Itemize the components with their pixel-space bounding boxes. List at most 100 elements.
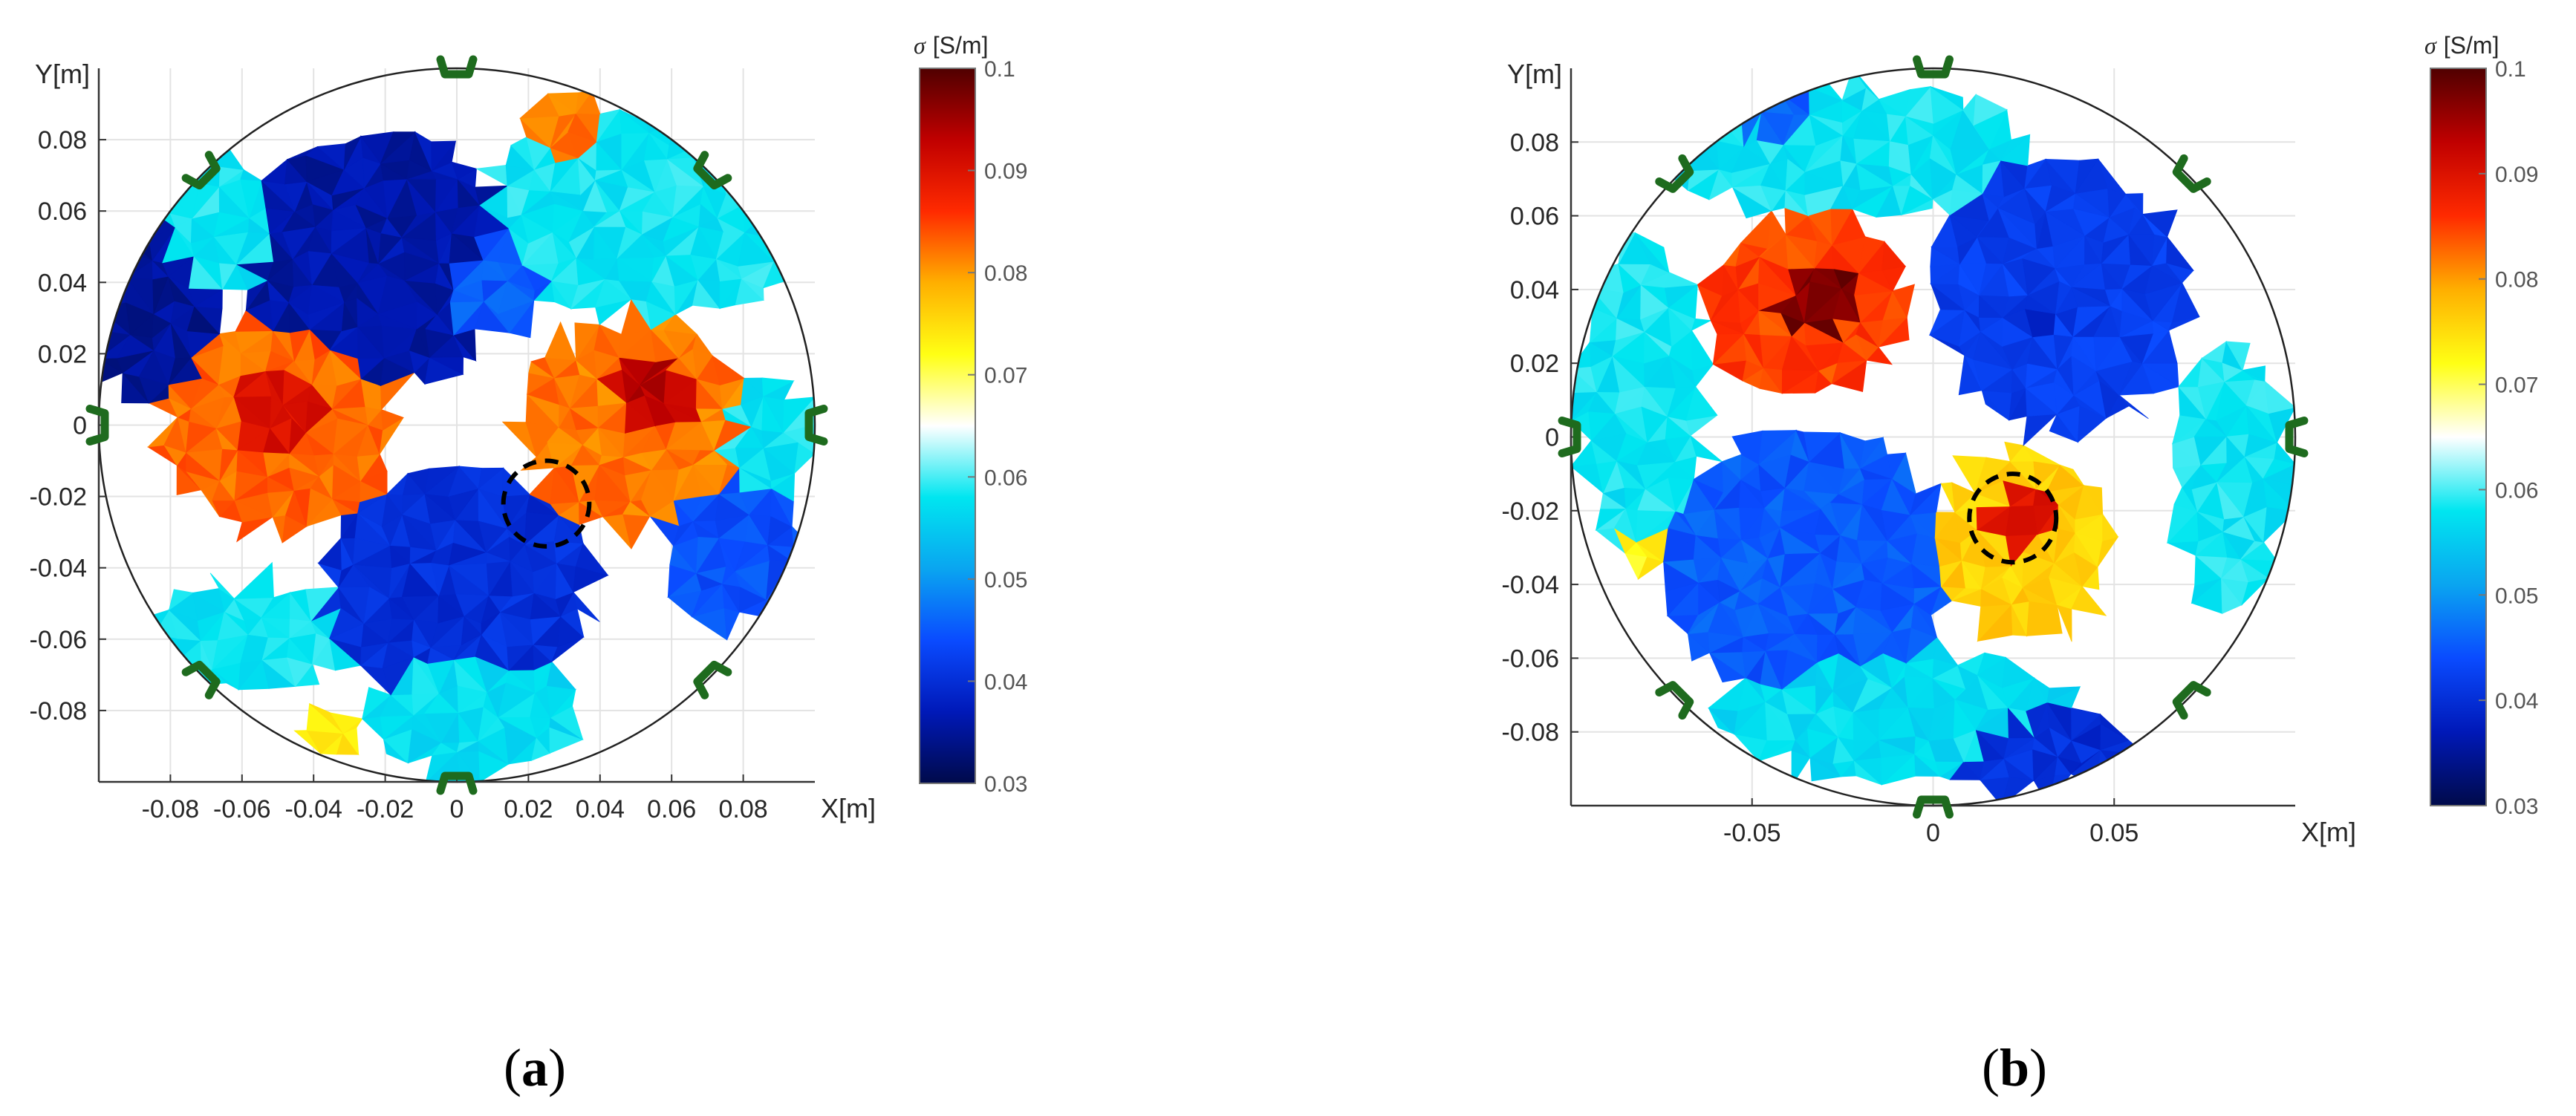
y-tick-label: 0.08 (1510, 128, 1559, 157)
mesh-element (2264, 380, 2295, 414)
electrode (1913, 795, 1954, 819)
mesh-element (2046, 686, 2081, 703)
mesh-element (1690, 434, 1723, 463)
mesh-element (1977, 652, 2007, 676)
mesh-element (209, 572, 235, 599)
mesh-element (1758, 430, 1798, 466)
electrode (181, 660, 221, 699)
mesh-element (1905, 86, 1931, 117)
colorbar-tick-label: 0.08 (984, 261, 1027, 286)
mesh-element (1767, 209, 1786, 249)
mesh-element (1685, 385, 1718, 421)
mesh-element (761, 377, 795, 397)
mesh-element (1697, 120, 1723, 143)
y-tick-label: 0.02 (38, 340, 87, 368)
x-tick-label: -0.04 (284, 795, 342, 823)
y-tick-label: -0.08 (30, 697, 88, 725)
electrode (1913, 55, 1954, 79)
colorbar-tick-label: 0.04 (984, 670, 1027, 694)
y-tick-label: -0.06 (1502, 645, 1560, 673)
y-tick-label: 0.04 (1510, 276, 1559, 304)
panel-b: -0.05 0 0.05 0.08 0.06 0.04 0.02 0 -0.02 -0.04 -0.… (1502, 55, 2356, 847)
mesh-element (2000, 134, 2030, 161)
mesh-element (362, 687, 391, 720)
x-tick-label: -0.06 (213, 795, 271, 823)
mesh-element (168, 589, 194, 611)
mesh-element (741, 202, 776, 233)
mesh-element (343, 135, 362, 170)
colorbar-gradient (919, 68, 976, 784)
electrode (1655, 681, 1694, 720)
x-tick-label: 0 (450, 795, 464, 823)
mesh-element (2083, 485, 2104, 515)
mesh-element (361, 716, 384, 740)
colorbar-tick-label: 0.06 (2495, 478, 2538, 503)
mesh-element (261, 158, 288, 185)
mesh-element (1951, 482, 1976, 513)
mesh-element (723, 607, 740, 640)
y-tick-label: -0.04 (30, 555, 88, 583)
x-tick-label: -0.02 (357, 795, 414, 823)
mesh-element (2071, 707, 2101, 741)
y-tick-label: -0.04 (1502, 571, 1560, 599)
y-tick-label: 0.06 (1510, 203, 1559, 231)
mesh-element (741, 195, 775, 206)
colorbar-a: 0.1 0.09 0.08 0.07 0.06 0.05 0.04 0.03 σ [S/m] (914, 32, 1027, 797)
mesh-element (451, 161, 478, 180)
mesh-element (330, 712, 363, 734)
mesh-element (501, 467, 531, 497)
y-tick-label: -0.08 (1502, 719, 1560, 747)
inclusion-marker (1967, 471, 2059, 565)
mesh-element (1803, 431, 1841, 463)
mesh-element (575, 542, 609, 576)
mesh-element (1909, 483, 1942, 516)
colorbar-tick-label: 0.03 (2495, 794, 2538, 819)
mesh-element (1696, 120, 1722, 143)
colorbar-tick-label: 0.1 (2495, 57, 2526, 82)
colorbar-gradient (2430, 68, 2487, 806)
colorbar-title-symbol: σ (914, 32, 926, 59)
colorbar-tick-label: 0.09 (984, 160, 1027, 184)
electrode (693, 151, 732, 190)
colorbar-tick-label: 0.06 (984, 466, 1027, 490)
mesh-element (381, 409, 405, 431)
colorbar-b: 0.1 0.09 0.08 0.07 0.06 0.05 0.04 0.03 σ [S/m] (2424, 32, 2538, 819)
mesh-element (2004, 441, 2024, 463)
mesh-element (1858, 236, 1885, 275)
mesh-element (2166, 235, 2195, 271)
colorbar-tick-label: 0.09 (2495, 163, 2538, 187)
inclusion-marker (501, 458, 592, 549)
mesh-element (2225, 341, 2251, 371)
y-tick-label: -0.02 (1502, 497, 1560, 526)
electrode (2285, 417, 2309, 457)
mesh-element (790, 549, 815, 566)
electrode (181, 151, 221, 190)
x-tick-label: 0 (1926, 819, 1940, 847)
electrode (1655, 154, 1694, 193)
mesh-element (1720, 93, 1744, 122)
x-tick-label: 0.04 (576, 795, 625, 823)
mesh-element (2167, 541, 2199, 556)
mesh-element (544, 321, 577, 361)
mesh-element (2075, 158, 2099, 194)
electrode (436, 771, 478, 795)
mesh-element (2171, 281, 2200, 323)
y-tick-label: 0.04 (38, 269, 87, 297)
mesh-element (1934, 512, 1956, 539)
y-axis-label: Y[m] (35, 59, 90, 89)
mesh-element (478, 467, 504, 489)
y-tick-label: 0.02 (1510, 350, 1559, 378)
mesh-element (475, 185, 509, 206)
x-tick-label: -0.05 (1723, 819, 1781, 847)
mesh-element (424, 466, 461, 495)
electrode (804, 405, 828, 446)
panel-a: -0.08 -0.06 -0.04 -0.02 0 0.02 0.04 0.06 0.08 0.0… (30, 55, 876, 823)
colorbar-title-unit: [S/m] (2444, 32, 2499, 59)
mesh-element (140, 191, 171, 214)
mesh-element (2118, 394, 2149, 420)
mesh-element (773, 228, 792, 264)
mesh-element (2023, 445, 2061, 466)
mesh-element (663, 313, 698, 335)
colorbar-title-symbol: σ (2424, 32, 2437, 59)
